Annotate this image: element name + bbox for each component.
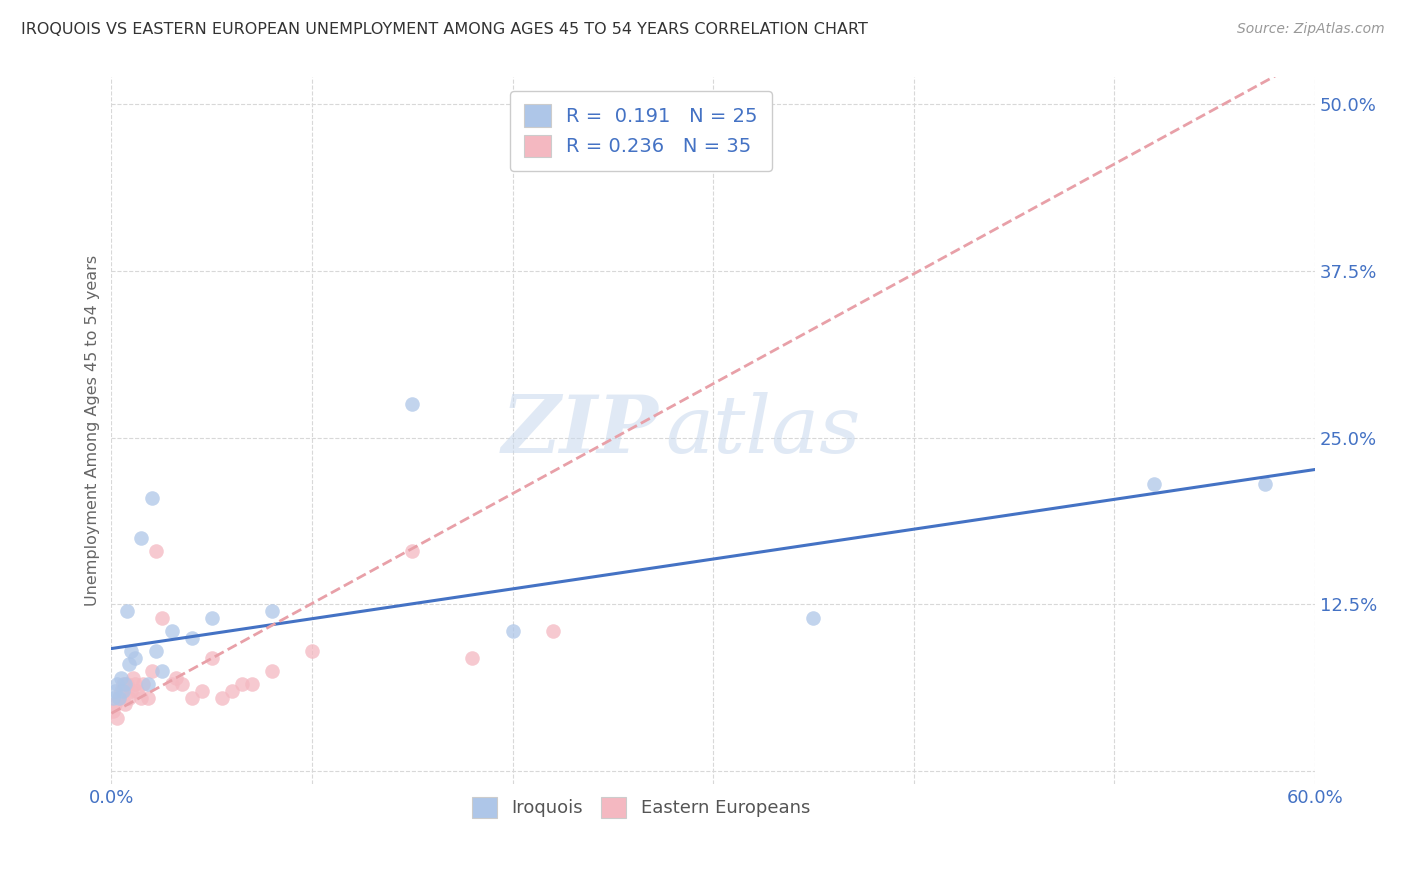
Point bbox=[110, 671, 132, 685]
Point bbox=[180, 631, 202, 645]
Point bbox=[118, 657, 141, 672]
Point bbox=[108, 690, 131, 705]
Point bbox=[131, 690, 153, 705]
Point bbox=[104, 684, 127, 698]
Point bbox=[124, 650, 146, 665]
Point bbox=[103, 704, 125, 718]
Point bbox=[121, 644, 143, 658]
Point bbox=[150, 610, 173, 624]
Point bbox=[117, 677, 139, 691]
Point bbox=[104, 698, 127, 712]
Point bbox=[301, 644, 323, 658]
Point bbox=[150, 664, 173, 678]
Text: atlas: atlas bbox=[665, 392, 860, 470]
Point bbox=[141, 491, 163, 505]
Point bbox=[801, 610, 824, 624]
Point bbox=[160, 624, 183, 638]
Text: IROQUOIS VS EASTERN EUROPEAN UNEMPLOYMENT AMONG AGES 45 TO 54 YEARS CORRELATION : IROQUOIS VS EASTERN EUROPEAN UNEMPLOYMEN… bbox=[21, 22, 868, 37]
Point bbox=[240, 677, 263, 691]
Point bbox=[180, 690, 202, 705]
Point bbox=[114, 698, 136, 712]
Point bbox=[1143, 477, 1166, 491]
Point bbox=[502, 624, 524, 638]
Point bbox=[145, 644, 167, 658]
Point bbox=[107, 677, 129, 691]
Point bbox=[112, 677, 135, 691]
Y-axis label: Unemployment Among Ages 45 to 54 years: Unemployment Among Ages 45 to 54 years bbox=[86, 255, 100, 607]
Point bbox=[114, 677, 136, 691]
Point bbox=[118, 690, 141, 705]
Point bbox=[221, 684, 243, 698]
Point bbox=[1253, 477, 1275, 491]
Point bbox=[231, 677, 253, 691]
Point bbox=[541, 624, 564, 638]
Point bbox=[160, 677, 183, 691]
Point bbox=[103, 690, 125, 705]
Text: ZIP: ZIP bbox=[502, 392, 659, 470]
Point bbox=[122, 671, 145, 685]
Point bbox=[141, 664, 163, 678]
Point bbox=[132, 677, 155, 691]
Point bbox=[260, 664, 283, 678]
Point bbox=[127, 684, 149, 698]
Point bbox=[201, 650, 224, 665]
Point bbox=[124, 677, 146, 691]
Point bbox=[190, 684, 212, 698]
Point bbox=[211, 690, 233, 705]
Point bbox=[260, 604, 283, 618]
Point bbox=[107, 711, 129, 725]
Point bbox=[145, 544, 167, 558]
Point bbox=[401, 544, 423, 558]
Point bbox=[117, 604, 139, 618]
Point bbox=[136, 690, 159, 705]
Point bbox=[401, 397, 423, 411]
Point bbox=[121, 684, 143, 698]
Legend: Iroquois, Eastern Europeans: Iroquois, Eastern Europeans bbox=[464, 789, 817, 825]
Point bbox=[136, 677, 159, 691]
Text: Source: ZipAtlas.com: Source: ZipAtlas.com bbox=[1237, 22, 1385, 37]
Point bbox=[201, 610, 224, 624]
Point bbox=[110, 684, 132, 698]
Point bbox=[461, 650, 484, 665]
Point bbox=[170, 677, 193, 691]
Point bbox=[112, 684, 135, 698]
Point bbox=[108, 690, 131, 705]
Point bbox=[662, 124, 685, 138]
Point bbox=[165, 671, 187, 685]
Point bbox=[131, 531, 153, 545]
